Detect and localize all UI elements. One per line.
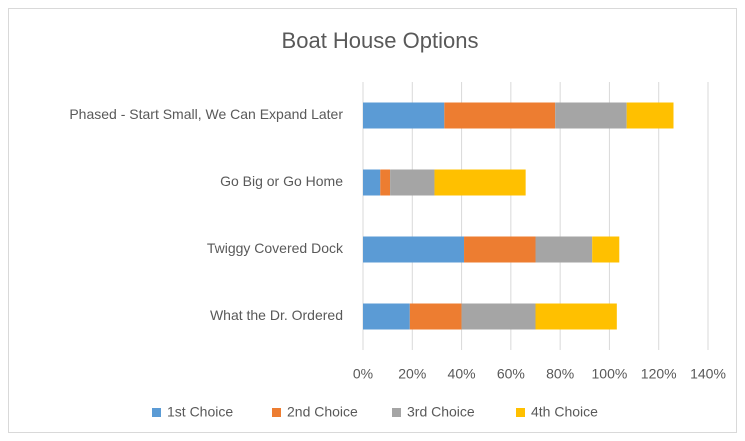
y-tick-label: Twiggy Covered Dock <box>207 240 344 256</box>
bar-segment <box>535 236 593 263</box>
legend-label: 1st Choice <box>167 404 233 420</box>
legend-swatch <box>392 408 401 417</box>
bar-segment <box>555 102 627 129</box>
bar-segment <box>464 236 536 263</box>
legend-label: 3rd Choice <box>407 404 475 420</box>
x-tick-label: 0% <box>353 366 373 382</box>
x-tick-label: 60% <box>497 366 525 382</box>
x-tick-label: 80% <box>546 366 574 382</box>
legend-swatch <box>272 408 281 417</box>
chart-title: Boat House Options <box>282 28 479 53</box>
bar-segment <box>363 236 465 263</box>
x-tick-label: 20% <box>398 366 426 382</box>
bar-segment <box>434 169 526 196</box>
bar-segment <box>535 303 617 330</box>
bar-segment <box>409 303 462 330</box>
bar-segment <box>592 236 620 263</box>
legend-label: 2nd Choice <box>287 404 358 420</box>
bar-segment <box>363 102 445 129</box>
bar-segment <box>444 102 556 129</box>
x-tick-label: 40% <box>448 366 476 382</box>
x-tick-label: 120% <box>641 366 677 382</box>
chart-frame <box>8 8 737 433</box>
bar-segment <box>461 303 536 330</box>
y-tick-label: What the Dr. Ordered <box>210 307 343 323</box>
legend-swatch <box>516 408 525 417</box>
bar-segment <box>363 303 410 330</box>
legend-swatch <box>152 408 161 417</box>
bar-segment <box>390 169 435 196</box>
x-tick-label: 140% <box>690 366 726 382</box>
bar-segment <box>380 169 391 196</box>
bar-segment <box>363 169 381 196</box>
y-tick-label: Phased - Start Small, We Can Expand Late… <box>69 106 343 122</box>
bar-segment <box>626 102 674 129</box>
legend-label: 4th Choice <box>531 404 598 420</box>
x-tick-label: 100% <box>592 366 628 382</box>
y-tick-label: Go Big or Go Home <box>220 173 343 189</box>
